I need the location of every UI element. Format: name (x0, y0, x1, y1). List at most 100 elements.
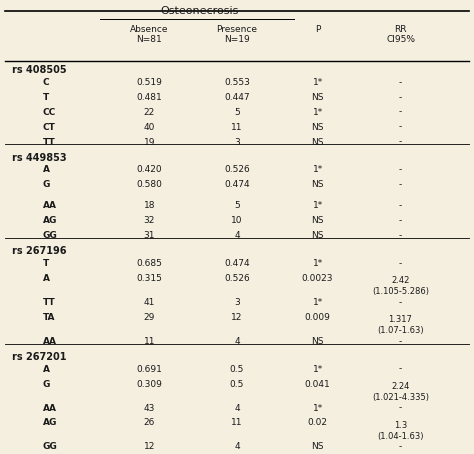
Text: 10: 10 (231, 216, 243, 225)
Text: 0.474: 0.474 (224, 180, 250, 189)
Text: -: - (399, 78, 402, 87)
Text: 4: 4 (234, 231, 240, 240)
Text: 1*: 1* (312, 298, 323, 307)
Text: 0.0023: 0.0023 (302, 274, 333, 283)
Text: NS: NS (311, 138, 324, 147)
Text: 29: 29 (144, 313, 155, 322)
Text: 12: 12 (144, 443, 155, 451)
Text: 1*: 1* (312, 404, 323, 413)
Text: 0.02: 0.02 (308, 419, 328, 428)
Text: TT: TT (43, 138, 55, 147)
Text: P: P (315, 25, 320, 34)
Text: 0.009: 0.009 (305, 313, 330, 322)
Text: 1.317
(1.07-1.63): 1.317 (1.07-1.63) (377, 315, 424, 335)
Text: AA: AA (43, 404, 57, 413)
Text: TA: TA (43, 313, 55, 322)
Text: AG: AG (43, 216, 57, 225)
Text: AG: AG (43, 419, 57, 428)
Text: NS: NS (311, 216, 324, 225)
Text: 0.041: 0.041 (305, 380, 330, 389)
Text: AA: AA (43, 337, 57, 346)
Text: -: - (399, 231, 402, 240)
Text: 1.3
(1.04-1.63): 1.3 (1.04-1.63) (377, 421, 424, 441)
Text: A: A (43, 165, 50, 174)
Text: 0.5: 0.5 (230, 365, 244, 374)
Text: -: - (399, 180, 402, 189)
Text: NS: NS (311, 443, 324, 451)
Text: -: - (399, 298, 402, 307)
Text: NS: NS (311, 93, 324, 102)
Text: -: - (399, 404, 402, 413)
Text: 3: 3 (234, 138, 240, 147)
Text: -: - (399, 165, 402, 174)
Text: 11: 11 (231, 123, 243, 132)
Text: 0.526: 0.526 (224, 274, 250, 283)
Text: G: G (43, 180, 50, 189)
Text: T: T (43, 93, 49, 102)
Text: CT: CT (43, 123, 55, 132)
Text: 0.685: 0.685 (137, 259, 162, 268)
Text: -: - (399, 443, 402, 451)
Text: 43: 43 (144, 404, 155, 413)
Text: GG: GG (43, 231, 57, 240)
Text: rs 408505: rs 408505 (12, 65, 66, 75)
Text: 1*: 1* (312, 165, 323, 174)
Text: Osteonecrosis: Osteonecrosis (160, 6, 238, 16)
Text: 0.691: 0.691 (137, 365, 162, 374)
Text: A: A (43, 274, 50, 283)
Text: -: - (399, 337, 402, 346)
Text: 26: 26 (144, 419, 155, 428)
Text: C: C (43, 78, 49, 87)
Text: 0.420: 0.420 (137, 165, 162, 174)
Text: 40: 40 (144, 123, 155, 132)
Text: 18: 18 (144, 201, 155, 210)
Text: 1*: 1* (312, 201, 323, 210)
Text: 4: 4 (234, 404, 240, 413)
Text: NS: NS (311, 123, 324, 132)
Text: -: - (399, 138, 402, 147)
Text: -: - (399, 216, 402, 225)
Text: 11: 11 (231, 419, 243, 428)
Text: 2.42
(1.105-5.286): 2.42 (1.105-5.286) (372, 276, 429, 296)
Text: 0.481: 0.481 (137, 93, 162, 102)
Text: 19: 19 (144, 138, 155, 147)
Text: -: - (399, 365, 402, 374)
Text: 4: 4 (234, 443, 240, 451)
Text: 0.447: 0.447 (224, 93, 250, 102)
Text: G: G (43, 380, 50, 389)
Text: 0.474: 0.474 (224, 259, 250, 268)
Text: 0.526: 0.526 (224, 165, 250, 174)
Text: AA: AA (43, 201, 57, 210)
Text: 32: 32 (144, 216, 155, 225)
Text: -: - (399, 93, 402, 102)
Text: -: - (399, 108, 402, 117)
Text: Absence
N=81: Absence N=81 (130, 25, 169, 44)
Text: 1*: 1* (312, 259, 323, 268)
Text: rs 267201: rs 267201 (12, 352, 66, 362)
Text: 0.315: 0.315 (137, 274, 162, 283)
Text: 4: 4 (234, 337, 240, 346)
Text: 3: 3 (234, 298, 240, 307)
Text: 0.5: 0.5 (230, 380, 244, 389)
Text: NS: NS (311, 231, 324, 240)
Text: A: A (43, 365, 50, 374)
Text: rs 449853: rs 449853 (12, 153, 66, 163)
Text: T: T (43, 259, 49, 268)
Text: 22: 22 (144, 108, 155, 117)
Text: GG: GG (43, 443, 57, 451)
Text: 0.580: 0.580 (137, 180, 162, 189)
Text: 1*: 1* (312, 78, 323, 87)
Text: 0.553: 0.553 (224, 78, 250, 87)
Text: 2.24
(1.021-4.335): 2.24 (1.021-4.335) (372, 382, 429, 402)
Text: 41: 41 (144, 298, 155, 307)
Text: 0.309: 0.309 (137, 380, 162, 389)
Text: 12: 12 (231, 313, 243, 322)
Text: CC: CC (43, 108, 56, 117)
Text: 31: 31 (144, 231, 155, 240)
Text: Presence
N=19: Presence N=19 (217, 25, 257, 44)
Text: TT: TT (43, 298, 55, 307)
Text: NS: NS (311, 337, 324, 346)
Text: 1*: 1* (312, 365, 323, 374)
Text: 5: 5 (234, 201, 240, 210)
Text: 11: 11 (144, 337, 155, 346)
